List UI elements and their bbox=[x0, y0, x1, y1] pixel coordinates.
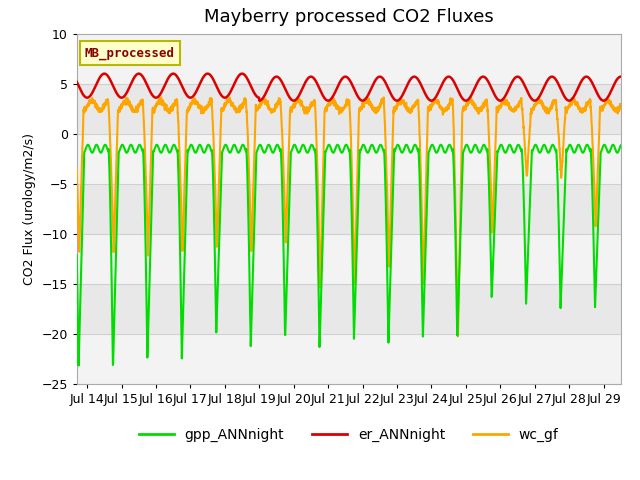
Line: er_ANNnight: er_ANNnight bbox=[77, 73, 621, 101]
gpp_ANNnight bbox=[403, 142, 410, 148]
wc_gf bbox=[305, 106, 313, 112]
gpp_ANNnight bbox=[607, 147, 614, 153]
gpp_ANNnight bbox=[73, 252, 81, 258]
Line: wc_gf: wc_gf bbox=[77, 97, 621, 336]
Bar bbox=[77, 334, 621, 384]
er_ANNnight bbox=[135, 71, 143, 76]
Title: Mayberry processed CO2 Fluxes: Mayberry processed CO2 Fluxes bbox=[204, 9, 493, 26]
gpp_ANNnight bbox=[168, 147, 175, 153]
gpp_ANNnight bbox=[617, 143, 625, 148]
wc_gf bbox=[167, 107, 175, 112]
wc_gf bbox=[454, 334, 461, 339]
er_ANNnight bbox=[548, 74, 556, 80]
wc_gf bbox=[617, 103, 625, 108]
er_ANNnight bbox=[607, 89, 614, 95]
Legend: gpp_ANNnight, er_ANNnight, wc_gf: gpp_ANNnight, er_ANNnight, wc_gf bbox=[133, 422, 564, 447]
gpp_ANNnight bbox=[305, 147, 313, 153]
wc_gf bbox=[328, 94, 336, 100]
gpp_ANNnight bbox=[282, 321, 289, 326]
Y-axis label: CO2 Flux (urology/m2/s): CO2 Flux (urology/m2/s) bbox=[23, 133, 36, 285]
er_ANNnight bbox=[167, 72, 175, 77]
Line: gpp_ANNnight: gpp_ANNnight bbox=[77, 145, 621, 365]
er_ANNnight bbox=[305, 74, 313, 80]
wc_gf bbox=[73, 166, 81, 171]
wc_gf bbox=[135, 104, 143, 109]
wc_gf bbox=[282, 228, 289, 233]
gpp_ANNnight bbox=[548, 143, 556, 148]
er_ANNnight bbox=[617, 74, 625, 80]
Text: MB_processed: MB_processed bbox=[85, 47, 175, 60]
Bar bbox=[77, 234, 621, 284]
er_ANNnight bbox=[255, 98, 263, 104]
gpp_ANNnight bbox=[135, 142, 143, 148]
gpp_ANNnight bbox=[75, 362, 83, 368]
Bar bbox=[77, 34, 621, 84]
er_ANNnight bbox=[73, 79, 81, 85]
wc_gf bbox=[607, 98, 614, 104]
er_ANNnight bbox=[238, 71, 246, 76]
wc_gf bbox=[548, 102, 556, 108]
Bar bbox=[77, 134, 621, 184]
er_ANNnight bbox=[282, 87, 290, 93]
